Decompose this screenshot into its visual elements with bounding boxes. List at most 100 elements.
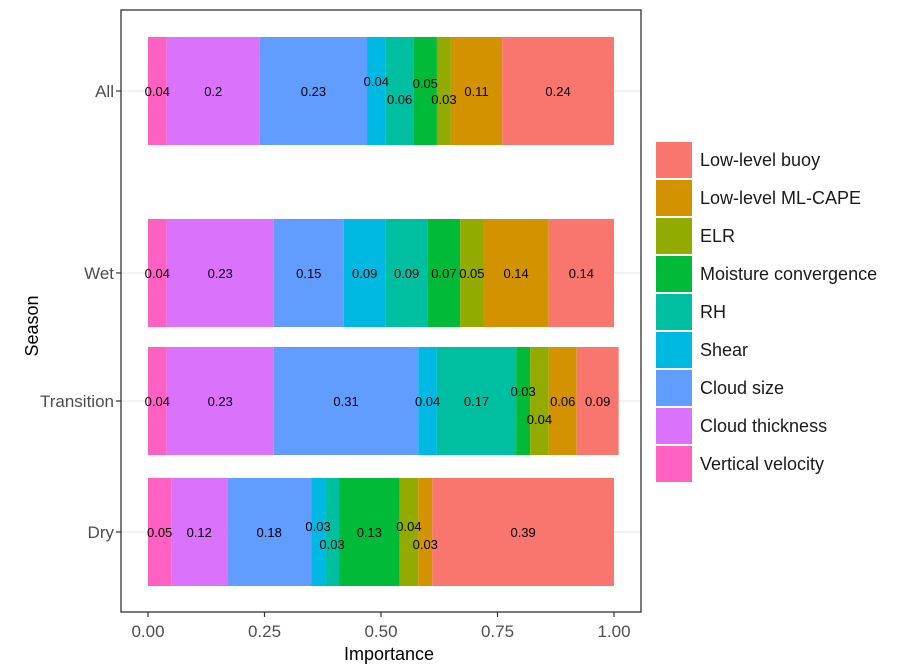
bars: [148, 37, 619, 586]
y-tick-label: All: [95, 82, 114, 101]
y-tick-label: Transition: [40, 392, 114, 411]
segment-value-label: 0.14: [503, 266, 528, 281]
segment-value-label: 0.24: [545, 84, 570, 99]
legend-label: Vertical velocity: [700, 454, 824, 474]
bar-segment-transition-5: [516, 347, 531, 455]
segment-value-label: 0.04: [364, 74, 389, 89]
segment-value-label: 0.17: [464, 394, 489, 409]
segment-value-label: 0.14: [569, 266, 594, 281]
legend-swatch: [656, 446, 692, 482]
bar-segment-dry-8: [432, 478, 614, 586]
bar-segment-wet-3: [343, 219, 386, 327]
legend-label: RH: [700, 302, 726, 322]
segment-value-label: 0.03: [319, 537, 344, 552]
y-tick-label: Wet: [84, 264, 114, 283]
legend-label: ELR: [700, 226, 735, 246]
segment-value-label: 0.31: [333, 394, 358, 409]
segment-value-label: 0.04: [415, 394, 440, 409]
x-axis-title: Importance: [344, 644, 434, 664]
bar-segment-wet-7: [483, 219, 549, 327]
bar-segment-dry-3: [311, 478, 326, 586]
bar-segment-all-6: [436, 37, 451, 145]
legend-label: Cloud thickness: [700, 416, 827, 436]
legend-swatch: [656, 256, 692, 292]
bar-segment-dry-2: [227, 478, 312, 586]
legend: Low-level buoy Low-level ML-CAPE ELR Moistu…: [656, 142, 877, 482]
y-axis-title: Season: [22, 295, 42, 356]
x-tick-label: 1.00: [597, 622, 630, 641]
segment-value-label: 0.23: [301, 84, 326, 99]
x-axis-ticks: 0.00 0.25 0.50 0.75 1.00: [131, 612, 631, 641]
segment-value-label: 0.04: [396, 519, 421, 534]
x-tick-label: 0.75: [481, 622, 514, 641]
segment-value-label: 0.09: [585, 394, 610, 409]
bar-segment-wet-6: [460, 219, 484, 327]
legend-swatch: [656, 294, 692, 330]
segment-value-label: 0.05: [413, 76, 438, 91]
bar-segment-all-7: [450, 37, 503, 145]
segment-value-label: 0.07: [431, 266, 456, 281]
legend-label: Low-level buoy: [700, 150, 820, 170]
bar-segment-dry-4: [325, 478, 340, 586]
bar-segment-all-5: [413, 37, 437, 145]
bar-segment-dry-0: [148, 478, 172, 586]
legend-swatch: [656, 332, 692, 368]
bar-segment-wet-0: [148, 219, 167, 327]
bar-segment-transition-1: [166, 347, 274, 455]
segment-value-label: 0.12: [187, 525, 212, 540]
y-tick-label: Dry: [88, 523, 115, 542]
bar-segment-dry-6: [399, 478, 419, 586]
bar-segment-transition-2: [273, 347, 419, 455]
bar-segment-all-8: [502, 37, 614, 145]
bar-segment-transition-8: [576, 347, 619, 455]
bar-segment-transition-6: [530, 347, 549, 455]
segment-value-label: 0.11: [464, 84, 488, 99]
legend-swatch: [656, 142, 692, 178]
bar-segment-wet-4: [385, 219, 428, 327]
segment-value-label: 0.04: [145, 266, 170, 281]
x-tick-label: 0.00: [131, 622, 164, 641]
bar-segment-wet-2: [273, 219, 344, 327]
segment-value-label: 0.18: [257, 525, 282, 540]
bar-segment-wet-1: [166, 219, 274, 327]
bar-segment-all-2: [259, 37, 368, 145]
segment-value-label: 0.03: [305, 519, 330, 534]
legend-swatch: [656, 218, 692, 254]
legend-label: Moisture convergence: [700, 264, 877, 284]
bar-segment-transition-0: [148, 347, 167, 455]
segment-value-label: 0.06: [387, 92, 412, 107]
segment-value-label: 0.15: [296, 266, 321, 281]
segment-value-label: 0.23: [208, 266, 233, 281]
segment-value-label: 0.09: [394, 266, 419, 281]
segment-value-label: 0.13: [357, 525, 382, 540]
segment-value-label: 0.03: [431, 92, 456, 107]
segment-value-label: 0.03: [413, 537, 438, 552]
segment-value-label: 0.2: [204, 84, 222, 99]
bar-segment-all-0: [148, 37, 167, 145]
bar-segment-wet-5: [427, 219, 461, 327]
bar-segment-transition-3: [418, 347, 437, 455]
y-axis-ticks: All Wet Transition Dry: [40, 82, 121, 542]
bar-segment-all-4: [385, 37, 414, 145]
segment-value-label: 0.23: [208, 394, 233, 409]
segment-value-label: 0.05: [459, 266, 484, 281]
bar-segment-all-3: [367, 37, 386, 145]
legend-label: Shear: [700, 340, 748, 360]
bar-segment-transition-7: [548, 347, 577, 455]
legend-swatch: [656, 180, 692, 216]
segment-value-label: 0.04: [145, 394, 170, 409]
segment-value-label: 0.39: [510, 525, 535, 540]
segment-value-label: 0.09: [352, 266, 377, 281]
segment-value-label: 0.03: [510, 384, 535, 399]
legend-label: Low-level ML-CAPE: [700, 188, 861, 208]
segment-value-label: 0.04: [527, 412, 552, 427]
segment-value-label: 0.04: [145, 84, 170, 99]
legend-label: Cloud size: [700, 378, 784, 398]
segment-value-label: 0.05: [147, 525, 172, 540]
bar-segment-dry-1: [171, 478, 228, 586]
legend-swatch: [656, 370, 692, 406]
bar-segment-transition-4: [436, 347, 517, 455]
bar-segment-all-1: [166, 37, 260, 145]
bar-segment-wet-8: [548, 219, 614, 327]
